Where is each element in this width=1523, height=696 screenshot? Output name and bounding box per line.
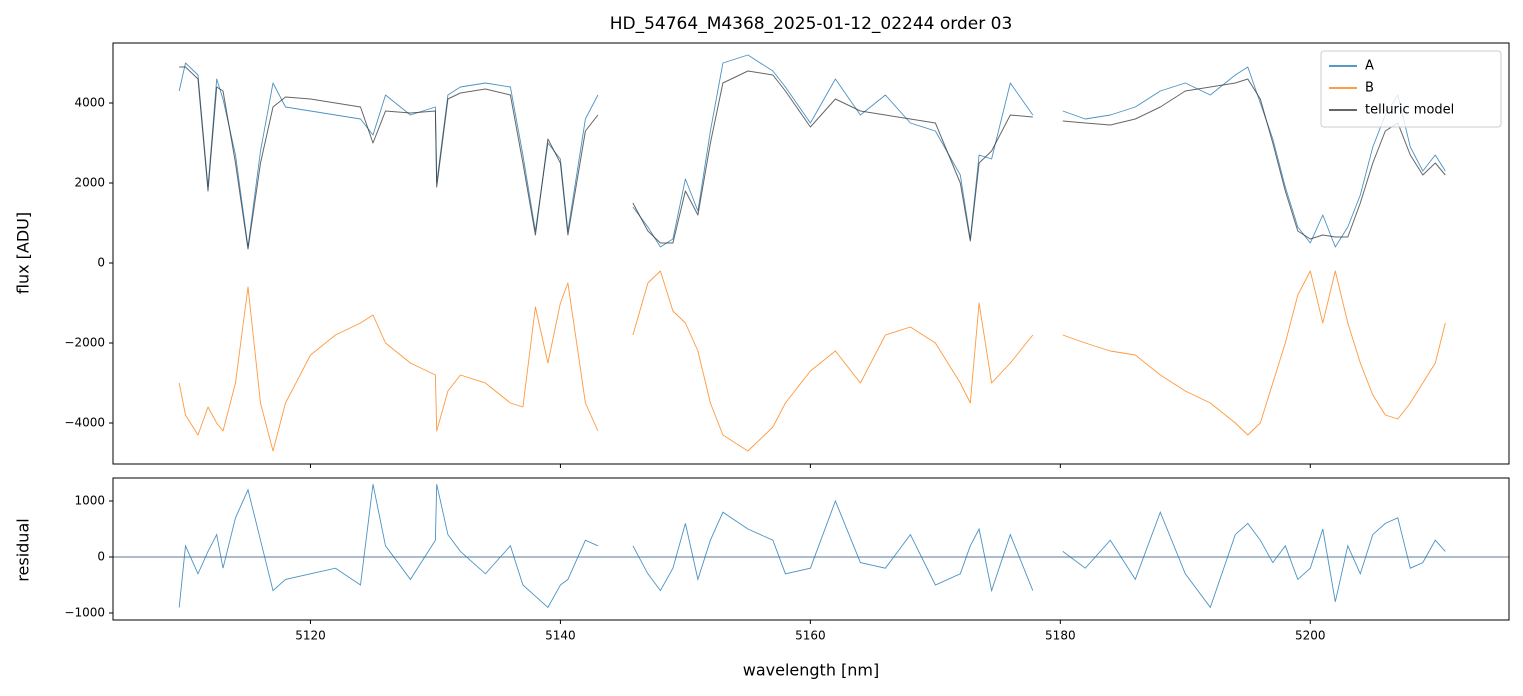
y-tick-label: −2000: [64, 336, 105, 350]
y-tick-label: −1000: [64, 606, 105, 620]
y-tick-label: 0: [97, 256, 105, 270]
x-tick-label: 5140: [545, 629, 576, 643]
y-axis-label: flux [ADU]: [14, 212, 33, 294]
plot-area: [178, 54, 1446, 452]
axes-frame: [112, 42, 1510, 465]
line-series: [178, 54, 1446, 248]
x-tick-label: 5120: [295, 629, 326, 643]
x-tick-label: 5180: [1045, 629, 1076, 643]
x-axis-label: wavelength [nm]: [743, 661, 880, 680]
line-series: [179, 66, 1446, 250]
y-axis-label: residual: [14, 518, 33, 581]
x-tick-label: 5160: [795, 629, 826, 643]
axes-frame: [112, 477, 1510, 621]
plot-area: [113, 484, 1509, 609]
legend-label: B: [1365, 81, 1374, 96]
legend-label: telluric model: [1365, 103, 1454, 118]
y-tick-label: 0: [97, 550, 105, 564]
legend-label: A: [1365, 59, 1374, 74]
y-tick-label: 2000: [74, 176, 105, 190]
line-series: [178, 484, 1446, 609]
x-tick-label: 5200: [1295, 629, 1326, 643]
y-tick-label: −4000: [64, 416, 105, 430]
y-tick-label: 4000: [74, 96, 105, 110]
y-tick-label: 1000: [74, 494, 105, 508]
chart-title: HD_54764_M4368_2025-01-12_02244 order 03: [610, 14, 1013, 34]
line-series: [178, 270, 1446, 452]
legend-box: [1320, 50, 1502, 128]
